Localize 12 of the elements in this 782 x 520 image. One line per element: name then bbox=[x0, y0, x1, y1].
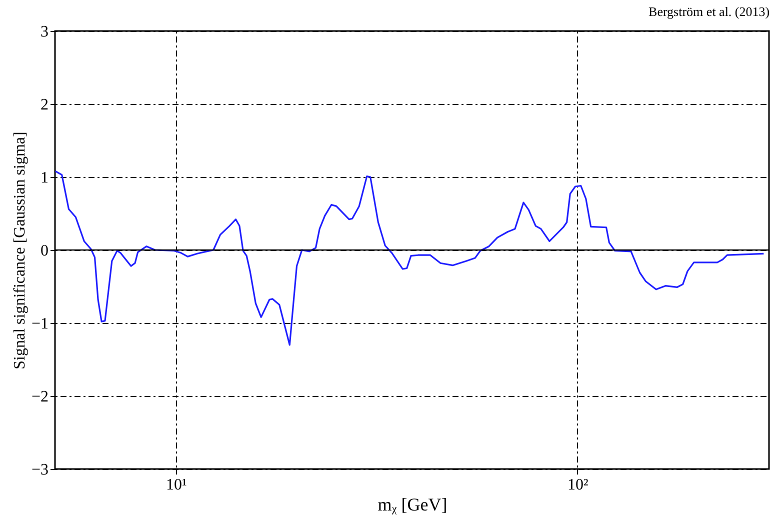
x-tick-label: 10¹ bbox=[166, 476, 187, 494]
y-tick-label: 0 bbox=[40, 242, 48, 260]
y-tick-label: −1 bbox=[31, 316, 48, 332]
y-tick-label: −3 bbox=[31, 462, 48, 478]
y-axis-title: Signal significance [Gaussian sigma] bbox=[11, 132, 28, 370]
text: Bergström et al. (2013) bbox=[648, 4, 770, 19]
y-tick-label: 2 bbox=[40, 96, 48, 114]
x-tick-label: 10² bbox=[568, 476, 589, 494]
y-tick-label: 1 bbox=[40, 170, 48, 186]
x-axis-title: mᵪ [GeV] bbox=[378, 494, 448, 514]
y-tick-label: −2 bbox=[31, 388, 48, 406]
y-tick-label: 3 bbox=[40, 24, 48, 40]
